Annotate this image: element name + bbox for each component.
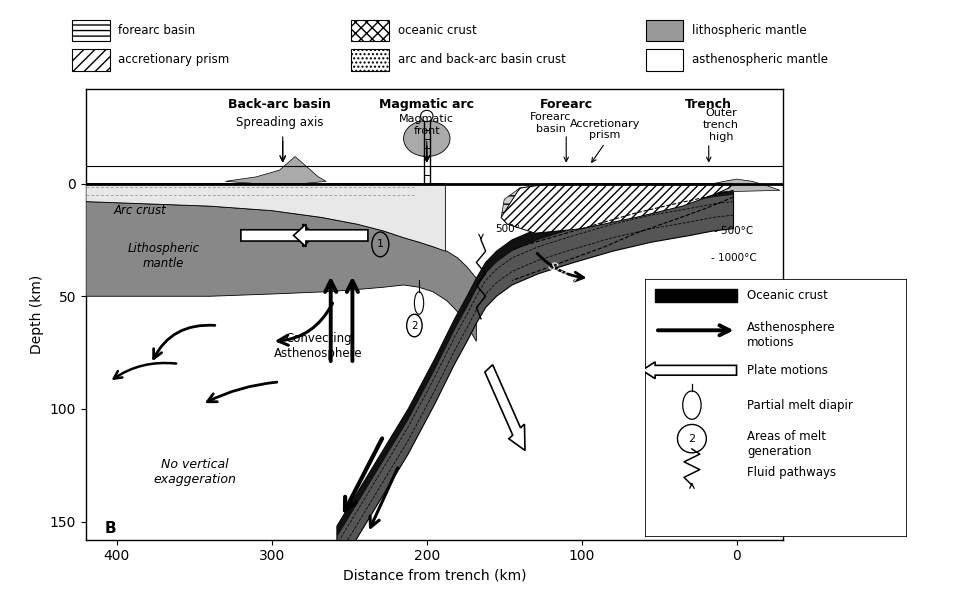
Ellipse shape — [414, 292, 424, 314]
FancyArrow shape — [241, 224, 315, 247]
Text: Back-arc basin: Back-arc basin — [228, 98, 331, 111]
FancyArrow shape — [642, 362, 736, 379]
Bar — [73, 20, 110, 42]
Text: Partial melt diapir: Partial melt diapir — [747, 398, 853, 412]
Text: Lithospheric
mantle: Lithospheric mantle — [127, 242, 200, 270]
Polygon shape — [690, 179, 780, 193]
Text: oceanic crust: oceanic crust — [397, 24, 477, 37]
Ellipse shape — [420, 110, 433, 122]
Text: Magmatic
front: Magmatic front — [399, 114, 455, 136]
Polygon shape — [86, 202, 477, 342]
Bar — [646, 49, 684, 71]
Text: Magmatic arc: Magmatic arc — [379, 98, 475, 111]
Bar — [351, 20, 390, 42]
Text: - 500°C: - 500°C — [714, 226, 753, 236]
Text: - 1000°C: - 1000°C — [711, 253, 756, 263]
Text: Areas of melt
generation: Areas of melt generation — [747, 430, 826, 458]
Polygon shape — [501, 184, 713, 229]
Text: arc and back-arc basin crust: arc and back-arc basin crust — [397, 53, 565, 66]
Text: Outer
trench
high: Outer trench high — [703, 109, 739, 142]
Bar — [351, 49, 390, 71]
Text: Subducting lithosphere: Subducting lithosphere — [545, 259, 655, 361]
Text: 2: 2 — [689, 433, 695, 444]
Polygon shape — [337, 184, 733, 537]
Ellipse shape — [683, 391, 701, 419]
Text: Convecting
Asthenosphere: Convecting Asthenosphere — [274, 332, 363, 360]
Bar — [646, 20, 684, 42]
Polygon shape — [86, 184, 445, 251]
FancyArrow shape — [485, 365, 525, 451]
Text: Fluid pathways: Fluid pathways — [747, 466, 837, 479]
Text: Asthenosphere
motions: Asthenosphere motions — [747, 321, 836, 349]
Text: Arc crust: Arc crust — [114, 204, 166, 217]
Text: 2: 2 — [411, 321, 417, 330]
Polygon shape — [501, 184, 733, 233]
Text: asthenospheric mantle: asthenospheric mantle — [691, 53, 828, 66]
Ellipse shape — [404, 120, 450, 157]
Polygon shape — [225, 157, 326, 184]
Text: 1: 1 — [377, 240, 384, 250]
Text: Forearc
basin: Forearc basin — [530, 112, 571, 133]
Text: Oceanic crust: Oceanic crust — [747, 289, 828, 302]
Text: No vertical
exaggeration: No vertical exaggeration — [153, 458, 236, 486]
Text: Forearc: Forearc — [540, 98, 593, 111]
Text: 500°: 500° — [495, 224, 520, 234]
Bar — [73, 49, 110, 71]
Text: accretionary prism: accretionary prism — [117, 53, 229, 66]
Text: lithospheric mantle: lithospheric mantle — [691, 24, 806, 37]
X-axis label: Distance from trench (km): Distance from trench (km) — [343, 569, 526, 583]
Text: Plate motions: Plate motions — [747, 364, 828, 377]
FancyArrow shape — [293, 224, 368, 247]
Text: Trench: Trench — [686, 98, 732, 111]
Polygon shape — [337, 184, 733, 571]
Text: Accretionary
prism: Accretionary prism — [570, 119, 640, 141]
Y-axis label: Depth (km): Depth (km) — [31, 275, 44, 354]
Text: forearc basin: forearc basin — [117, 24, 195, 37]
Text: Spreading axis: Spreading axis — [236, 116, 324, 129]
Text: B: B — [104, 521, 117, 536]
